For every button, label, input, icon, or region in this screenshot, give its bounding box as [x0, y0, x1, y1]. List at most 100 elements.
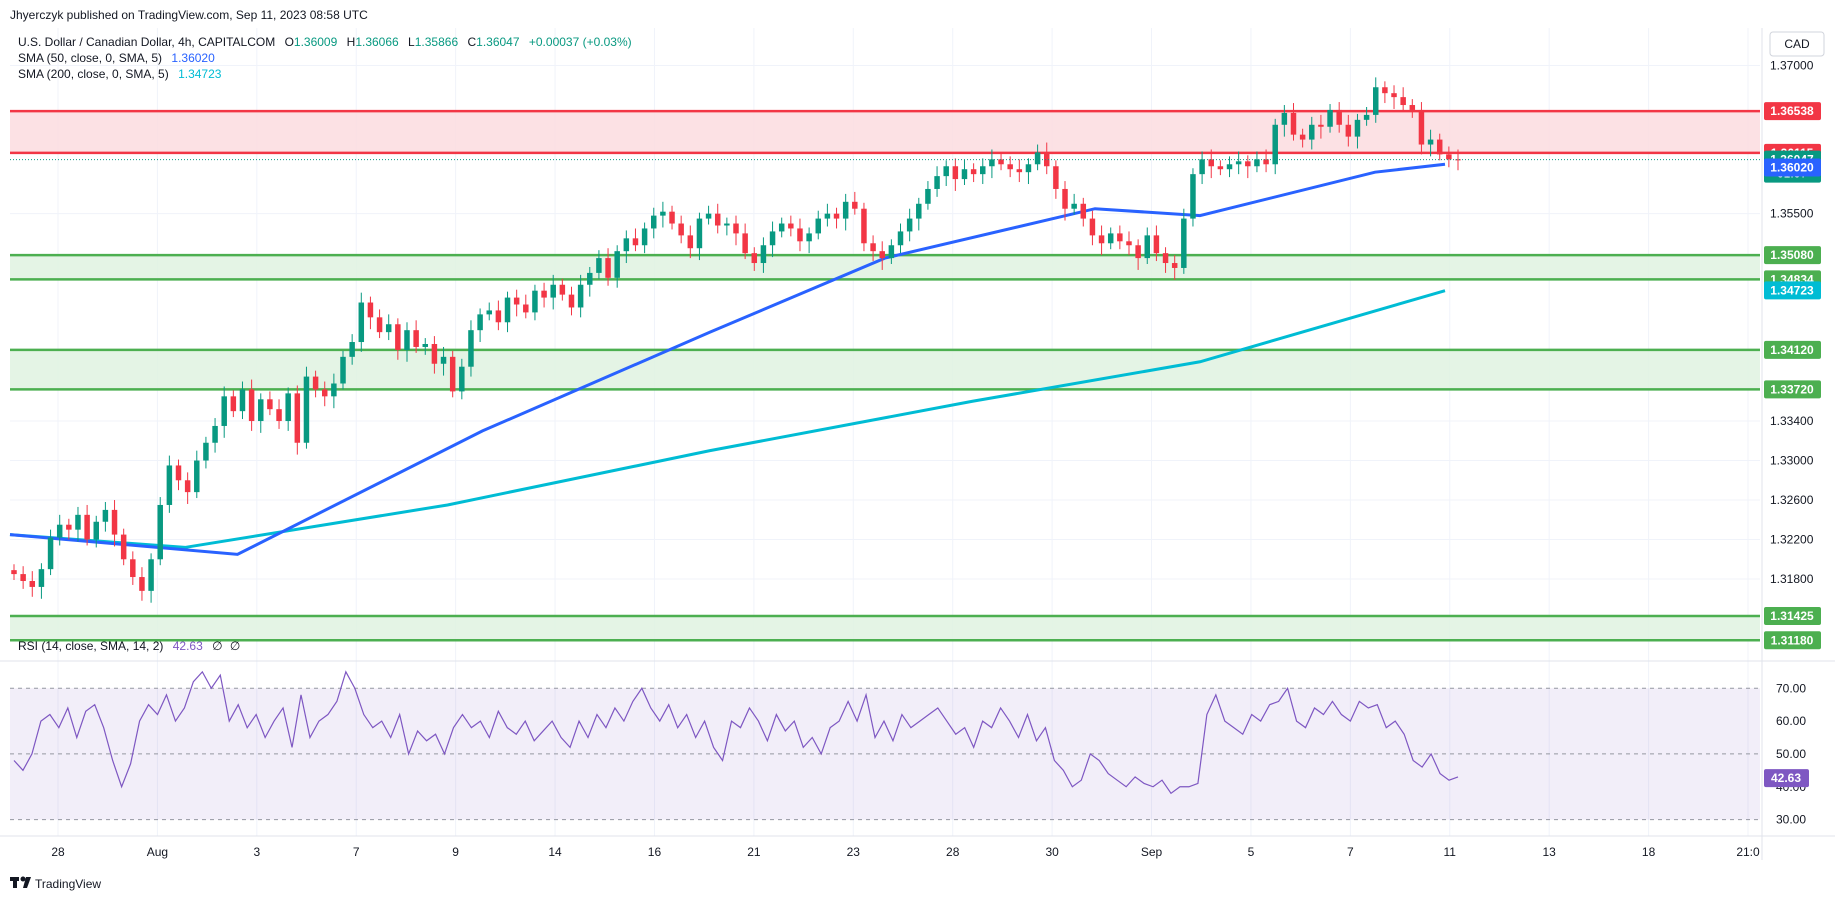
candle-body-59: [550, 284, 556, 298]
time-tick-label-12: 5: [1248, 845, 1255, 859]
candle-100: [925, 181, 931, 210]
candle-body-109: [1007, 164, 1013, 170]
currency-button[interactable]: CAD: [1769, 31, 1825, 57]
candle-134: [1235, 151, 1242, 175]
rsi-current-badge: 42.63: [1764, 769, 1809, 788]
sma50-line: [9, 162, 1446, 556]
candle-21: [203, 436, 209, 469]
currency-button-label: CAD: [1784, 37, 1810, 51]
ohlc-high: 1.36066: [355, 35, 399, 49]
candle-body-63: [587, 272, 593, 285]
candle-body-89: [824, 213, 831, 219]
candle-body-22: [212, 425, 218, 443]
candle-body-132: [1217, 166, 1224, 170]
candle-145: [1336, 102, 1342, 133]
candle-body-20: [194, 460, 200, 493]
candle-body-156: [1436, 139, 1443, 155]
support-badge-bottom-2: 1.33720: [1764, 380, 1821, 399]
candle-body-118: [1089, 218, 1096, 236]
candle-body-58: [541, 290, 547, 298]
candle-32: [303, 366, 310, 449]
candle-body-64: [596, 258, 602, 273]
candle-43: [404, 322, 410, 362]
candle-29: [276, 399, 282, 429]
candle-25: [239, 381, 246, 420]
time-tick-label-5: 14: [548, 845, 562, 859]
candle-body-106: [980, 166, 986, 175]
time-axis[interactable]: 28 Aug 3 7 9 14 16 21 23 28 30 Sep 5 7 11 13 18 21:0: [51, 845, 1760, 859]
candle-58: [541, 282, 547, 308]
candle-body-54: [504, 297, 511, 323]
candle-body-137: [1263, 159, 1269, 165]
candle-137: [1263, 149, 1269, 173]
ohlc-high-label: H: [347, 35, 356, 49]
symbol-legend[interactable]: U.S. Dollar / Canadian Dollar, 4h, CAPIT…: [18, 35, 632, 49]
sma50-legend-value: 1.36020: [171, 51, 215, 65]
candle-body-18: [175, 465, 182, 481]
candle-109: [1007, 156, 1013, 178]
ohlc-close-label: C: [467, 35, 476, 49]
candle-45: [422, 338, 429, 355]
time-tick-label-9: 28: [946, 845, 960, 859]
sma50-badge-label: 1.36020: [1770, 161, 1814, 175]
candle-5: [56, 514, 63, 546]
rsi-guide-lines: [10, 687, 1760, 821]
candle-body-23: [221, 396, 227, 426]
candle-body-70: [651, 215, 657, 229]
candle-body-61: [568, 294, 575, 308]
time-tick-label-6: 16: [648, 845, 662, 859]
candle-body-87: [806, 233, 812, 242]
price-axis[interactable]: 1.37000 1.35500 1.33400 1.33000 1.32600 1.322…: [1770, 59, 1814, 587]
candle-42: [395, 318, 401, 360]
time-tick-label-11: Sep: [1141, 845, 1163, 859]
candle-116: [1071, 193, 1077, 215]
candle-body-99: [916, 203, 922, 219]
candle-96: [888, 239, 895, 265]
candle-body-35: [331, 383, 337, 397]
candle-22: [212, 418, 218, 453]
sma50-legend[interactable]: SMA (50, close, 0, SMA, 5) 1.36020: [18, 51, 215, 65]
candle-body-49: [459, 366, 465, 392]
support-badge-top-2: 1.34120: [1764, 340, 1821, 359]
candle-37: [349, 334, 355, 365]
candle-94: [870, 235, 876, 262]
candle-131: [1208, 149, 1214, 179]
candle-body-67: [623, 238, 630, 252]
time-tick-label-3: 7: [353, 845, 360, 859]
candle-body-40: [376, 317, 383, 333]
candle-76: [705, 205, 712, 225]
sma200-legend[interactable]: SMA (200, close, 0, SMA, 5) 1.34723: [18, 67, 222, 81]
candle-123: [1135, 239, 1141, 270]
candle-63: [587, 266, 593, 297]
candle-body-24: [230, 396, 237, 412]
candle-body-153: [1409, 105, 1416, 110]
candle-body-124: [1144, 235, 1151, 259]
candle-body-133: [1226, 164, 1233, 170]
price-tick-label-4: 1.32600: [1770, 493, 1814, 507]
candle-body-31: [294, 393, 301, 443]
tradingview-brand[interactable]: TradingView: [10, 876, 101, 892]
support-badge-top-3-bg: [1764, 607, 1821, 626]
candle-body-134: [1235, 161, 1242, 165]
candle-81: [751, 247, 758, 271]
support-badge-bottom-3: 1.31180: [1764, 631, 1821, 650]
support-badge-bottom-2-label: 1.33720: [1770, 382, 1814, 396]
support-badge-top-2-bg: [1764, 340, 1821, 359]
candle-50: [468, 320, 474, 377]
candle-23: [221, 386, 227, 438]
candle-52: [486, 302, 492, 321]
rsi-legend[interactable]: RSI (14, close, SMA, 14, 2) 42.63 ∅ ∅: [18, 639, 240, 653]
candle-body-112: [1034, 152, 1041, 165]
candle-body-78: [724, 223, 730, 226]
candle-body-15: [148, 559, 154, 591]
resistance-zone-0: [10, 111, 1760, 153]
support-badge-top-1-bg: [1764, 246, 1821, 265]
candle-body-151: [1391, 93, 1397, 98]
candle-126: [1162, 247, 1169, 273]
candle-body-128: [1181, 218, 1187, 268]
candle-152: [1400, 87, 1406, 111]
candle-body-46: [431, 344, 438, 364]
support-badge-bottom-3-label: 1.31180: [1771, 633, 1814, 647]
